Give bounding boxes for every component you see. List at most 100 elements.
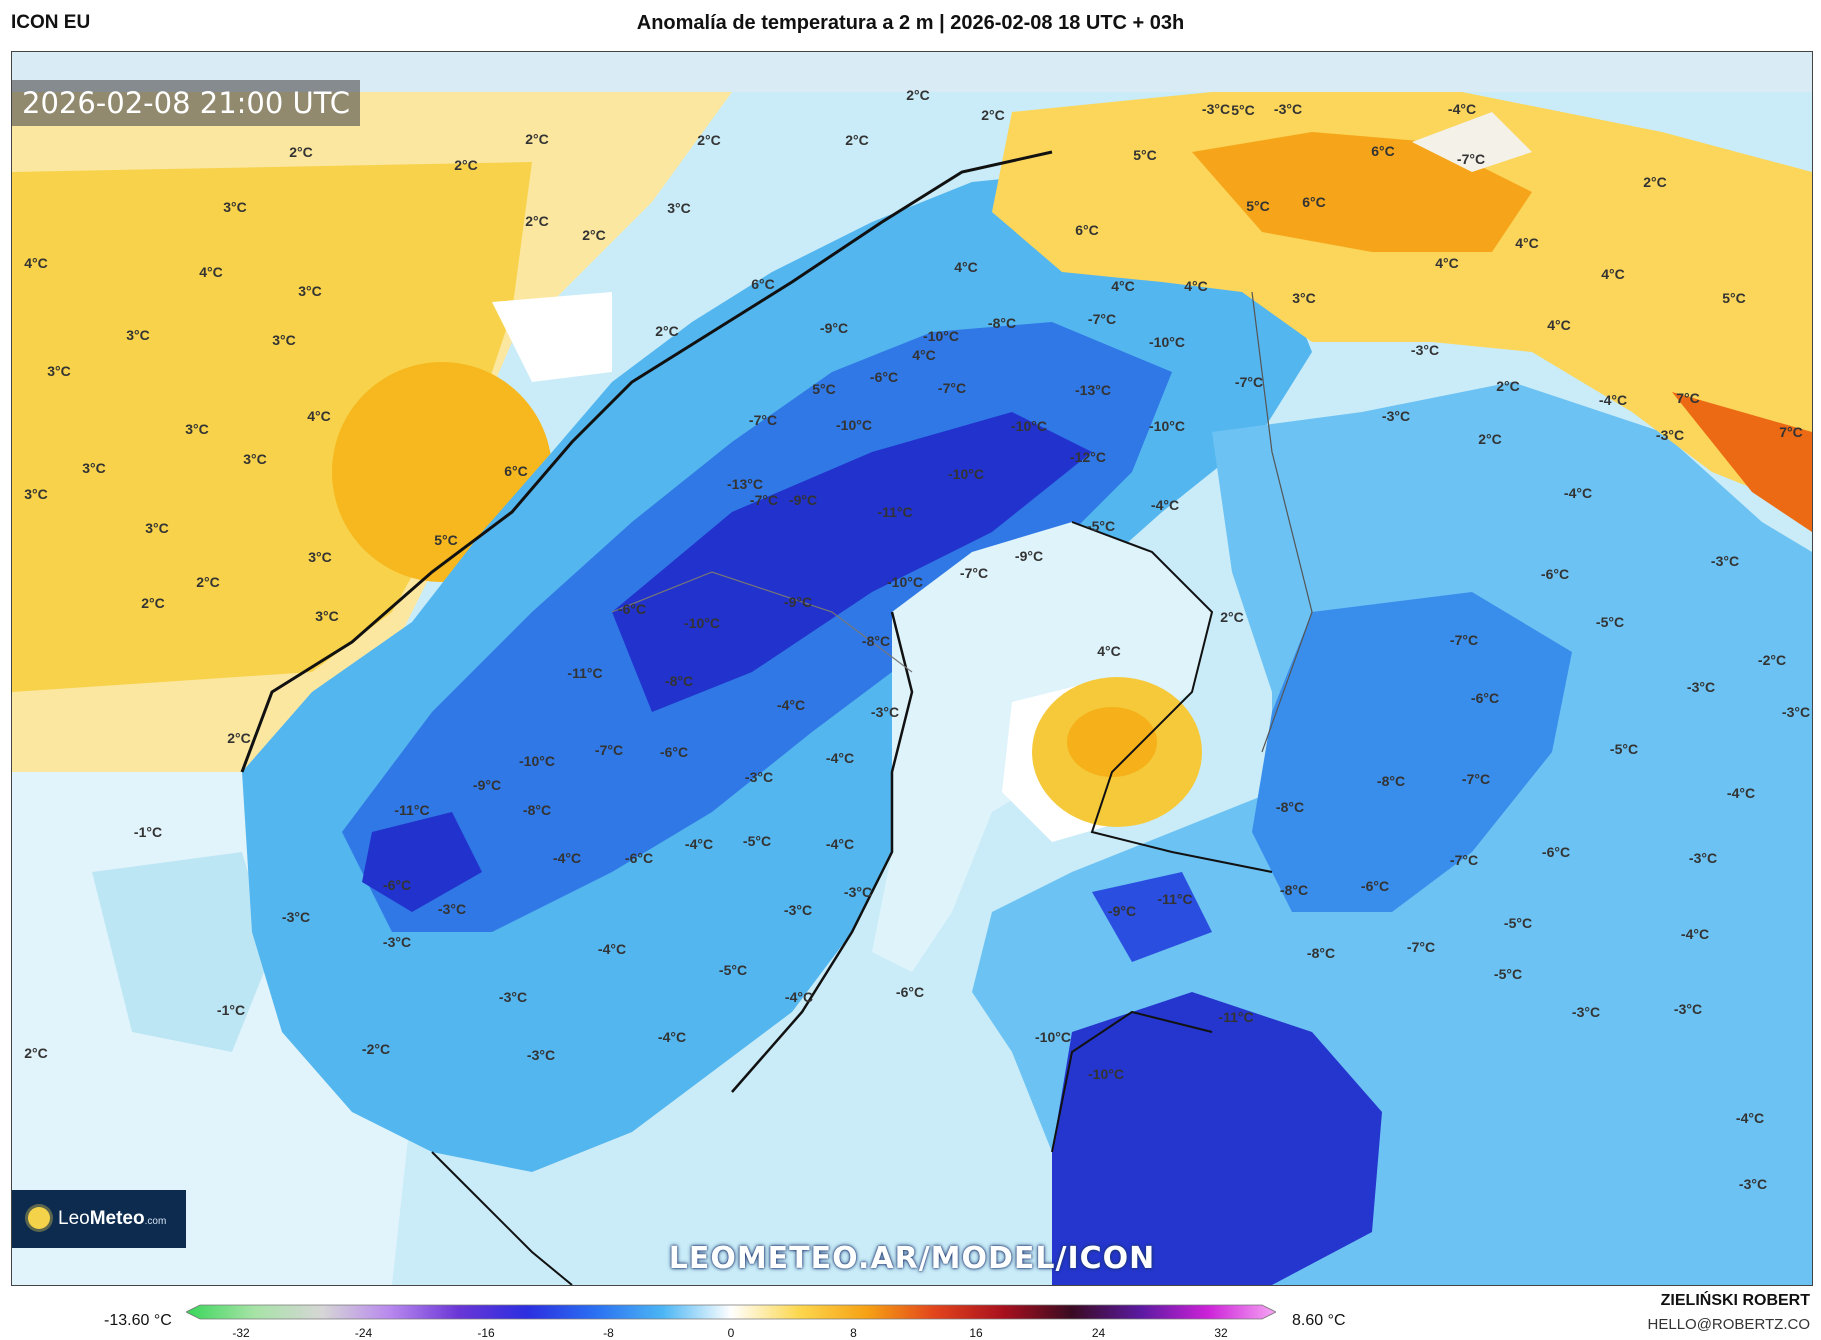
author-email[interactable]: HELLO@ROBERTZ.CO xyxy=(1647,1316,1810,1333)
temperature-label: 3°C xyxy=(1292,290,1316,306)
temperature-label: -11°C xyxy=(394,802,430,818)
temperature-label: -5°C xyxy=(1493,966,1523,982)
temperature-label: -9°C xyxy=(788,492,818,508)
temperature-label: 6°C xyxy=(1302,194,1326,210)
temperature-label: 5°C xyxy=(1246,198,1270,214)
temperature-label: 2°C xyxy=(1220,609,1244,625)
colorbar-tick-label: 16 xyxy=(969,1326,983,1340)
border-lines xyxy=(611,571,913,673)
temperature-label: 3°C xyxy=(47,363,71,379)
temperature-label: -3°C xyxy=(783,902,813,918)
temperature-label: 2°C xyxy=(525,131,549,147)
denmark-coastline xyxy=(431,1151,573,1285)
temperature-label: 6°C xyxy=(751,276,775,292)
author-name: ZIELIŃSKI ROBERT xyxy=(1660,1292,1810,1309)
temperature-label: -7°C xyxy=(748,412,778,428)
temperature-label: -7°C xyxy=(1449,852,1479,868)
temperature-label: -11°C xyxy=(1157,891,1193,907)
temperature-label: 2°C xyxy=(196,574,220,590)
land-patch-north xyxy=(1412,112,1532,172)
temperature-label: -10°C xyxy=(923,328,959,344)
temperature-label: 2°C xyxy=(655,323,679,339)
temperature-label: -9°C xyxy=(1107,903,1137,919)
colorbar-bar xyxy=(186,1304,1276,1320)
temperature-label: -5°C xyxy=(1086,518,1116,534)
temperature-label: -2°C xyxy=(1757,652,1787,668)
temperature-label: -8°C xyxy=(664,673,694,689)
temperature-label: 2°C xyxy=(454,157,478,173)
temperature-label: 2°C xyxy=(24,1045,48,1061)
temperature-label: -2°C xyxy=(361,1041,391,1057)
temperature-label: -3°C xyxy=(498,989,528,1005)
temperature-label: -4°C xyxy=(1680,926,1710,942)
temperature-label: -8°C xyxy=(1306,945,1336,961)
temperature-label: -4°C xyxy=(784,989,814,1005)
temperature-label: -11°C xyxy=(1218,1009,1254,1025)
temperature-label: -7°C xyxy=(1234,374,1264,390)
temperature-label: -7°C xyxy=(594,742,624,758)
colorbar-min-label: -13.60 °C xyxy=(104,1312,172,1329)
temperature-label: 4°C xyxy=(1547,317,1571,333)
temperature-label: -6°C xyxy=(659,744,689,760)
temperature-label: 3°C xyxy=(298,283,322,299)
temperature-label: 3°C xyxy=(185,421,209,437)
temperature-label: 2°C xyxy=(141,595,165,611)
temperature-label: -9°C xyxy=(1014,548,1044,564)
temperature-label: 2°C xyxy=(525,213,549,229)
temperature-label: -10°C xyxy=(887,574,923,590)
temperature-label: -10°C xyxy=(684,615,720,631)
sweden-coastline xyxy=(731,611,914,1093)
temperature-label: 6°C xyxy=(504,463,528,479)
border-finland-russia xyxy=(1251,291,1313,753)
temperature-label: -3°C xyxy=(1381,408,1411,424)
temperature-label: 3°C xyxy=(145,520,169,536)
temperature-label: 2°C xyxy=(227,730,251,746)
temperature-label: -3°C xyxy=(1781,704,1811,720)
colorbar-tick-label: -16 xyxy=(477,1326,495,1340)
temperature-label: 4°C xyxy=(1515,235,1539,251)
temperature-label: 5°C xyxy=(1722,290,1746,306)
temperature-label: 6°C xyxy=(1075,222,1099,238)
model-name: ICON EU xyxy=(11,12,91,33)
finland-coastline xyxy=(1071,521,1273,873)
temperature-label: -13°C xyxy=(727,476,763,492)
temperature-label: -8°C xyxy=(1275,799,1305,815)
temperature-label: 7°C xyxy=(1676,390,1700,406)
colorbar-tick-label: -24 xyxy=(354,1326,373,1340)
temperature-label: 5°C xyxy=(1133,147,1157,163)
temperature-label: -6°C xyxy=(895,984,925,1000)
temperature-label: 3°C xyxy=(24,486,48,502)
temperature-label: 2°C xyxy=(1478,431,1502,447)
temperature-label: -6°C xyxy=(382,877,412,893)
temperature-label: 3°C xyxy=(82,460,106,476)
temperature-label: -3°C xyxy=(281,909,311,925)
temperature-label: -4°C xyxy=(1726,785,1756,801)
temperature-label: 4°C xyxy=(24,255,48,271)
leometeo-logo[interactable]: LeoMeteo.com xyxy=(12,1190,186,1248)
baltic-coastline xyxy=(1051,1010,1213,1153)
temperature-label: 2°C xyxy=(1496,378,1520,394)
temperature-label: -3°C xyxy=(744,769,774,785)
temperature-label: -9°C xyxy=(783,594,813,610)
temperature-label: -5°C xyxy=(718,962,748,978)
temperature-label: -4°C xyxy=(1563,485,1593,501)
temperature-label: -8°C xyxy=(861,633,891,649)
temperature-label: -7°C xyxy=(1449,632,1479,648)
cold-estonia xyxy=(1092,872,1212,962)
temperature-label: 4°C xyxy=(912,347,936,363)
temperature-label: 3°C xyxy=(315,608,339,624)
temperature-label: -6°C xyxy=(1360,878,1390,894)
temperature-label: 4°C xyxy=(1184,278,1208,294)
temperature-label: 4°C xyxy=(199,264,223,280)
temperature-label: -5°C xyxy=(1503,915,1533,931)
temperature-label: 4°C xyxy=(307,408,331,424)
logo-text: LeoMeteo.com xyxy=(58,1208,166,1230)
temperature-label: -4°C xyxy=(657,1029,687,1045)
temperature-label: 2°C xyxy=(582,227,606,243)
temperature-label: -6°C xyxy=(869,369,899,385)
temperature-label: -8°C xyxy=(1279,882,1309,898)
temperature-label: -1°C xyxy=(216,1002,246,1018)
temperature-label: -6°C xyxy=(1470,690,1500,706)
temperature-label: -10°C xyxy=(1149,334,1185,350)
temperature-label: -4°C xyxy=(1447,101,1477,117)
